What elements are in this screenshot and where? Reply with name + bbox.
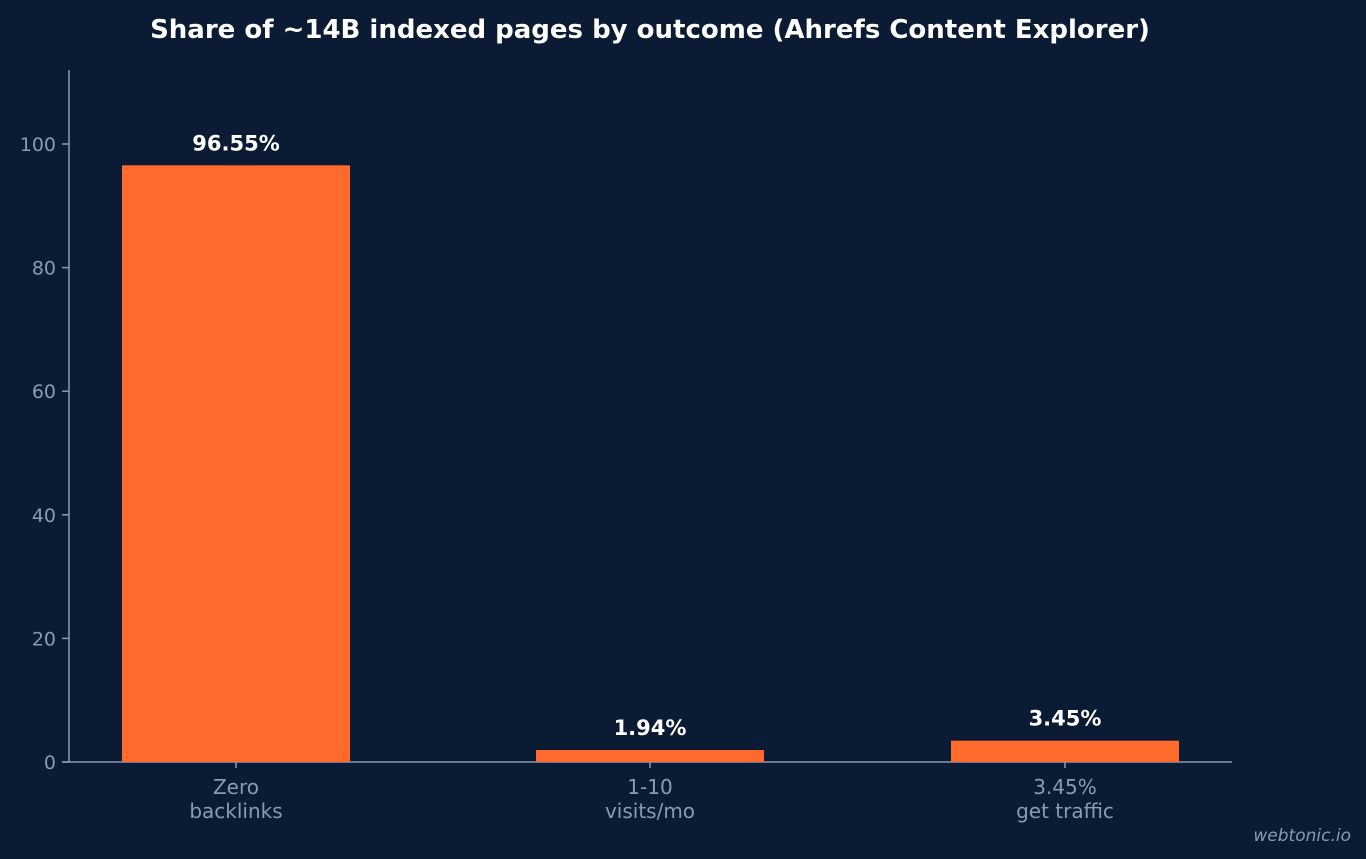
bar-value-label: 3.45% — [1029, 707, 1102, 731]
watermark: webtonic.io — [1253, 826, 1351, 846]
bar — [122, 165, 350, 763]
y-tick-label: 20 — [32, 628, 56, 650]
y-tick-label: 80 — [32, 258, 56, 280]
x-tick-label: 3.45% — [1033, 775, 1097, 799]
x-tick-label: Zero — [213, 775, 259, 799]
x-tick-label: 1-10 — [627, 775, 672, 799]
x-tick-label: visits/mo — [605, 799, 695, 823]
y-tick-label: 100 — [20, 134, 56, 156]
y-tick-label: 60 — [32, 381, 56, 403]
bar-value-label: 96.55% — [192, 131, 279, 155]
y-tick-label: 40 — [32, 505, 56, 527]
y-tick-label: 0 — [44, 752, 56, 774]
chart-title: Share of ~14B indexed pages by outcome (… — [150, 15, 1150, 45]
bar — [951, 740, 1179, 762]
x-tick-label: get traffic — [1016, 799, 1114, 823]
bar-value-label: 1.94% — [614, 716, 687, 740]
x-tick-label: backlinks — [189, 799, 282, 823]
bar — [536, 750, 764, 762]
